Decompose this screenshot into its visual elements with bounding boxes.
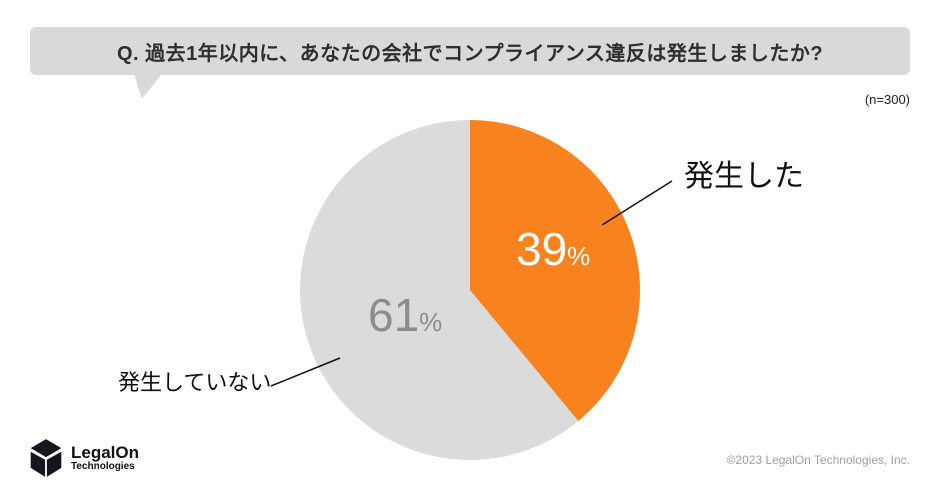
pie-value-occurred-number: 39: [516, 223, 568, 275]
banner-tail: [134, 74, 162, 99]
pie-chart: [300, 120, 640, 460]
pie-value-not-occurred-number: 61: [368, 289, 420, 341]
sample-size-label: (n=300): [864, 92, 910, 107]
pie-value-not-occurred-unit: %: [419, 307, 443, 337]
legalon-logo-icon: [30, 439, 62, 477]
pie-value-occurred-unit: %: [567, 241, 591, 271]
question-text: Q. 過去1年以内に、あなたの会社でコンプライアンス違反は発生しましたか?: [116, 42, 824, 65]
pie-value-occurred: 39%: [516, 226, 590, 272]
question-banner: Q. 過去1年以内に、あなたの会社でコンプライアンス違反は発生しましたか?: [30, 27, 910, 75]
logo-text-secondary: Technologies: [71, 460, 135, 472]
callout-label-occurred: 発生した: [684, 160, 804, 193]
legalon-logo: LegalOn Technologies: [28, 438, 139, 478]
copyright-text: ©2023 LegalOn Technologies, Inc.: [726, 453, 910, 467]
logo-text-primary: LegalOn: [71, 442, 140, 462]
logo-text: LegalOn Technologies: [71, 442, 140, 472]
pie-value-not-occurred: 61%: [368, 292, 442, 338]
callout-label-not-occurred: 発生していない: [118, 370, 272, 395]
